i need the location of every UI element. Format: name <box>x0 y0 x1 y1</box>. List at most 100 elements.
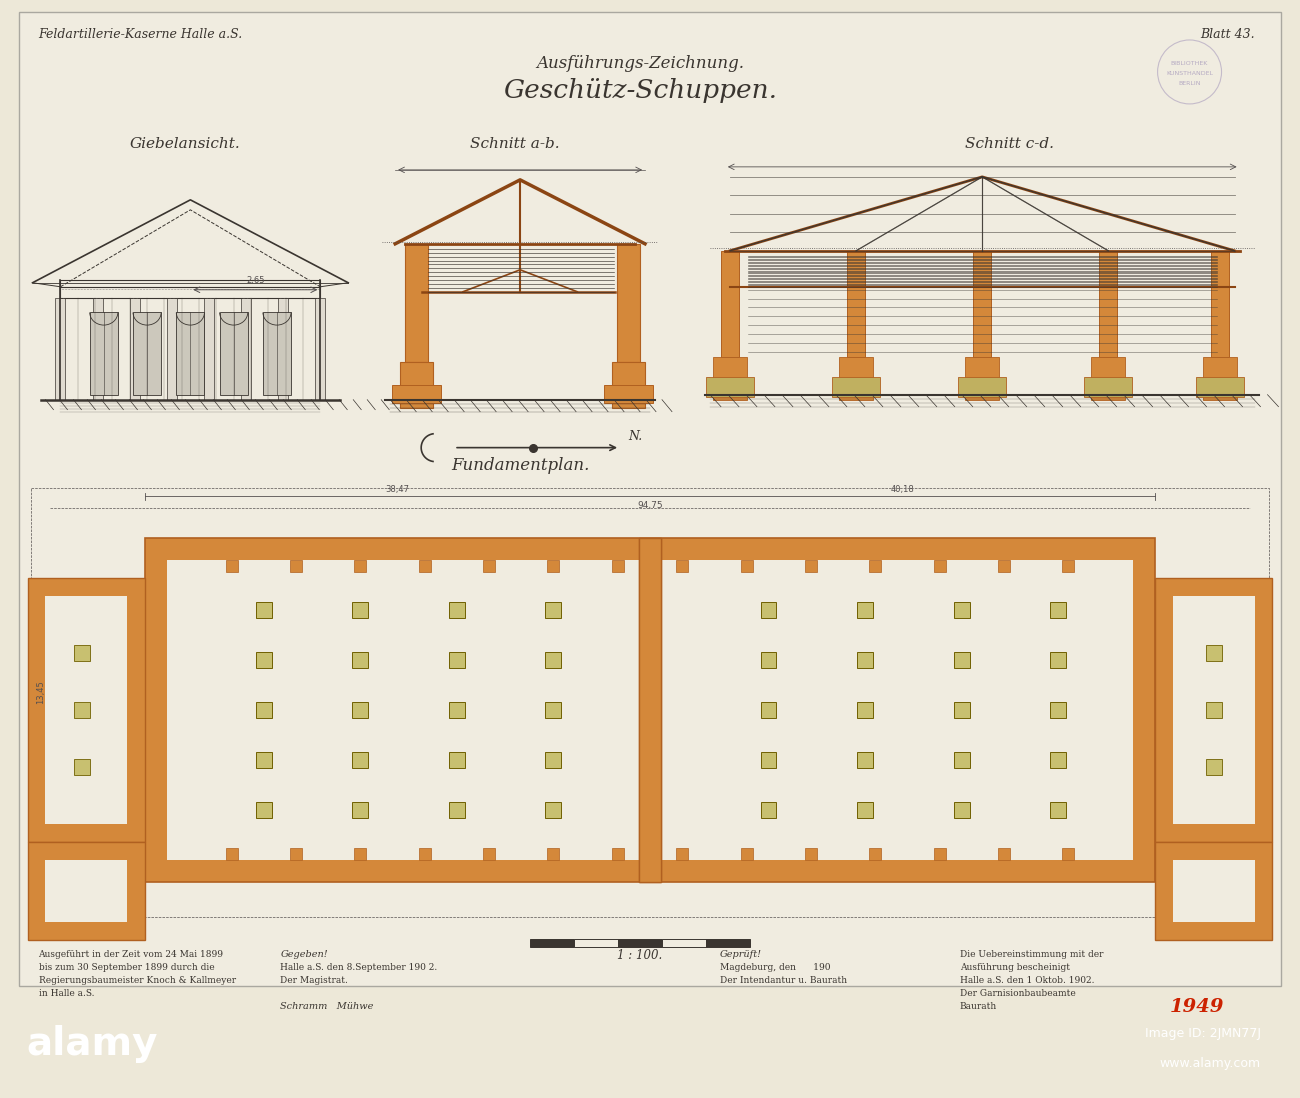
Bar <box>870 560 881 572</box>
Bar <box>352 803 368 818</box>
Bar <box>92 298 103 400</box>
Bar <box>954 702 970 718</box>
Bar <box>30 488 1270 917</box>
Text: Schnitt a-b.: Schnitt a-b. <box>471 137 560 150</box>
Bar <box>256 652 272 668</box>
Text: Blatt 43.: Blatt 43. <box>1200 27 1254 41</box>
Bar <box>604 384 653 403</box>
Bar <box>1100 250 1118 357</box>
Text: Giebelansicht.: Giebelansicht. <box>130 137 240 150</box>
Bar <box>1062 849 1074 861</box>
Bar <box>448 652 465 668</box>
Bar <box>954 602 970 618</box>
Bar <box>546 752 562 768</box>
Bar <box>1154 578 1273 842</box>
Bar <box>1092 357 1126 400</box>
Bar <box>133 313 161 394</box>
Text: Der Magistrat.: Der Magistrat. <box>281 976 348 985</box>
Bar <box>1196 377 1244 396</box>
Text: Die Uebereinstimmung mit der: Die Uebereinstimmung mit der <box>959 950 1104 960</box>
Bar <box>352 652 368 668</box>
Bar <box>954 803 970 818</box>
Bar <box>1084 377 1132 396</box>
Bar <box>640 538 660 883</box>
Bar <box>965 357 1000 400</box>
Bar <box>954 652 970 668</box>
Bar <box>27 842 146 940</box>
Bar <box>848 250 864 357</box>
Bar <box>1202 357 1236 400</box>
Text: Fundamentplan.: Fundamentplan. <box>451 457 589 473</box>
Bar <box>640 538 660 883</box>
Text: Der Garnisionbaubeamte: Der Garnisionbaubeamte <box>959 989 1075 998</box>
Text: Geschütz-Schuppen.: Geschütz-Schuppen. <box>503 78 777 103</box>
Text: 94,75: 94,75 <box>637 501 663 509</box>
Bar <box>1050 702 1066 718</box>
Text: Magdeburg, den      190: Magdeburg, den 190 <box>720 963 831 972</box>
Text: alamy: alamy <box>26 1024 157 1063</box>
Bar <box>352 752 368 768</box>
Bar <box>484 849 495 861</box>
Bar <box>741 849 753 861</box>
Text: N.: N. <box>628 429 642 442</box>
Bar <box>166 298 177 400</box>
Bar <box>857 602 874 618</box>
Bar <box>954 752 970 768</box>
Bar <box>575 939 618 948</box>
Bar <box>760 652 776 668</box>
Bar <box>612 361 645 407</box>
Bar <box>706 377 754 396</box>
Bar <box>406 244 428 361</box>
Bar <box>290 560 302 572</box>
Bar <box>204 298 214 400</box>
Bar <box>448 602 465 618</box>
Bar <box>256 752 272 768</box>
Bar <box>168 560 1132 861</box>
Bar <box>46 595 127 825</box>
Bar <box>226 560 238 572</box>
Bar <box>998 849 1010 861</box>
Bar <box>419 849 430 861</box>
Text: BERLIN: BERLIN <box>1178 81 1201 87</box>
Bar <box>220 313 248 394</box>
Bar <box>958 377 1006 396</box>
Bar <box>662 939 706 948</box>
Bar <box>1210 250 1228 357</box>
Text: Schramm   Mühwe: Schramm Mühwe <box>281 1002 373 1011</box>
Bar <box>546 652 562 668</box>
Bar <box>712 357 748 400</box>
Bar <box>1050 602 1066 618</box>
Bar <box>400 361 433 407</box>
Bar <box>857 803 874 818</box>
Bar <box>640 560 660 861</box>
Bar <box>546 602 562 618</box>
Text: KUNSTHANDEL: KUNSTHANDEL <box>1166 71 1213 77</box>
Bar <box>256 702 272 718</box>
Bar <box>722 250 738 357</box>
Bar <box>618 244 640 361</box>
Bar <box>805 849 816 861</box>
Bar <box>278 298 289 400</box>
Text: Image ID: 2JMN77J: Image ID: 2JMN77J <box>1145 1028 1261 1040</box>
Bar <box>760 803 776 818</box>
Bar <box>832 377 880 396</box>
Bar <box>1154 842 1273 940</box>
Bar <box>974 250 991 357</box>
Text: 1949: 1949 <box>1170 998 1225 1016</box>
Text: Ausgeführt in der Zeit vom 24 Mai 1899: Ausgeführt in der Zeit vom 24 Mai 1899 <box>39 950 224 960</box>
Bar <box>857 752 874 768</box>
Bar <box>177 313 204 394</box>
Bar <box>393 384 441 403</box>
Bar <box>838 357 874 400</box>
Bar <box>547 560 559 572</box>
Bar <box>1050 803 1066 818</box>
Bar <box>226 849 238 861</box>
Bar <box>706 939 750 948</box>
Bar <box>618 939 662 948</box>
Text: 40,18: 40,18 <box>891 484 914 494</box>
Bar <box>933 849 945 861</box>
Bar <box>1205 702 1222 718</box>
Bar <box>1062 560 1074 572</box>
Bar <box>61 280 320 298</box>
Bar <box>74 759 91 775</box>
